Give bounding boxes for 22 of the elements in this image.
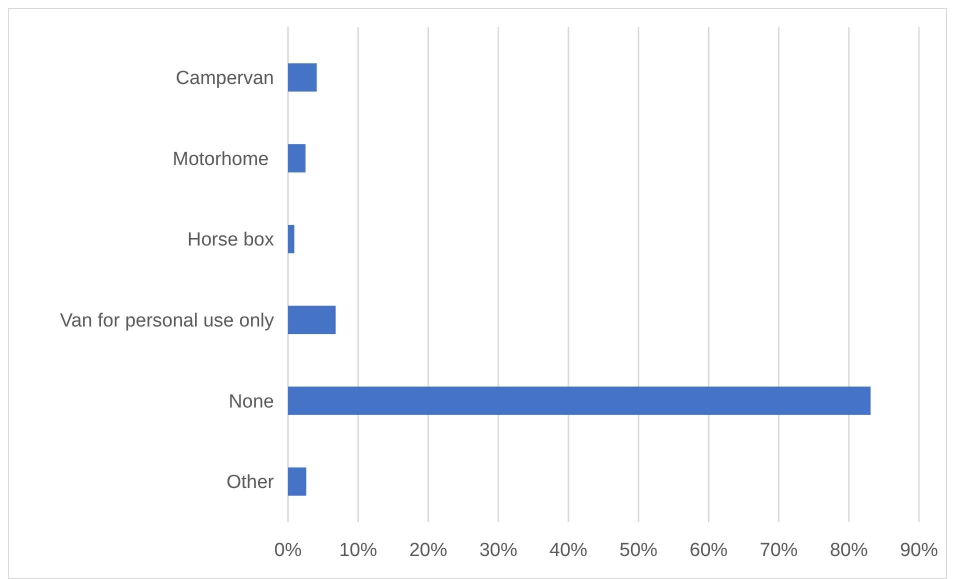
bar	[288, 224, 294, 254]
x-tick-label: 0%	[274, 540, 302, 561]
x-tick-label: 50%	[620, 540, 658, 561]
y-tick-label: Van for personal use only	[60, 310, 274, 332]
x-tick-label: 40%	[549, 540, 588, 561]
x-tick-label: 20%	[409, 540, 448, 561]
y-tick-label: Motorhome	[172, 148, 274, 170]
bar	[288, 386, 871, 415]
x-tick-label: 60%	[690, 540, 728, 561]
x-tick-label: 80%	[830, 540, 868, 561]
bar	[288, 467, 306, 496]
bar	[288, 144, 306, 172]
x-tick-label: 90%	[900, 540, 938, 561]
y-tick-label: None	[228, 391, 274, 412]
y-tick-label: Horse box	[187, 230, 274, 251]
bar	[288, 63, 317, 92]
y-tick-label: Campervan	[176, 68, 274, 90]
x-tick-label: 70%	[760, 540, 798, 561]
bar	[288, 306, 336, 334]
x-tick-label: 10%	[339, 540, 378, 561]
y-tick-label: Other	[226, 472, 275, 494]
x-tick-label: 30%	[479, 540, 518, 561]
